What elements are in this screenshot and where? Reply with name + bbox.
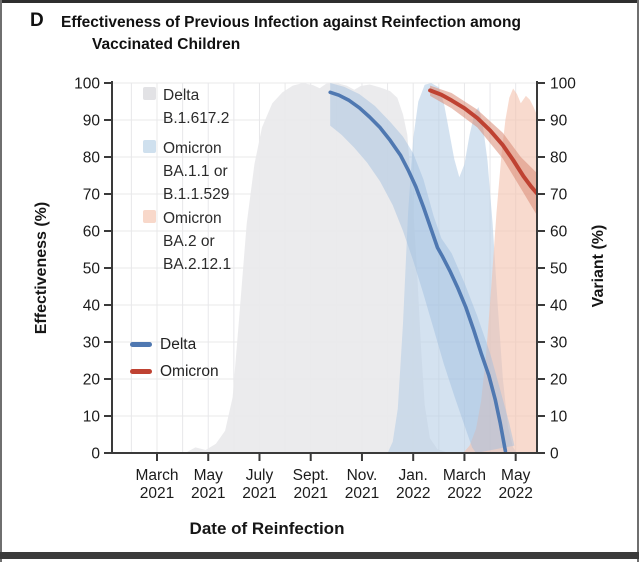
y-tick-label-right: 0	[550, 446, 559, 463]
x-axis-title: Date of Reinfection	[190, 519, 345, 538]
ba2-area-swatch	[143, 210, 156, 223]
legend-label: Delta	[163, 87, 200, 104]
x-tick-label-month: March	[135, 467, 178, 484]
y-tick-label-right: 50	[550, 261, 568, 278]
y-tick-label-right: 30	[550, 335, 568, 352]
omicron-confidence-band	[430, 85, 537, 216]
y-tick-label-right: 70	[550, 187, 568, 204]
x-tick-label-year: 2022	[498, 485, 532, 502]
legend-label: BA.2 or	[163, 233, 215, 250]
x-tick-label-month: Sept.	[293, 467, 329, 484]
y-tick-label-left: 90	[83, 113, 101, 130]
y-tick-label-left: 50	[83, 261, 101, 278]
left-axis-title: Effectiveness (%)	[33, 202, 50, 335]
frame-top-border	[0, 0, 639, 3]
legend-label: BA.2.12.1	[163, 256, 232, 273]
x-tick-label-year: 2022	[396, 485, 430, 502]
frame-bottom-border	[0, 552, 639, 559]
x-tick-label-month: July	[246, 467, 274, 484]
legend-entry-ba1-area: Omicron BA.1.1 or B.1.1.529	[143, 137, 229, 206]
frame-right-border	[637, 0, 639, 562]
legend-label: BA.1.1 or	[163, 163, 228, 180]
frame-left-border	[0, 0, 2, 562]
panel-letter: D	[30, 10, 44, 31]
x-tick-label-year: 2021	[191, 485, 225, 502]
legend-entry-omicron-line: Omicron	[130, 361, 219, 383]
y-tick-label-left: 70	[83, 187, 101, 204]
y-tick-label-right: 40	[550, 298, 568, 315]
x-tick-label-year: 2021	[345, 485, 379, 502]
y-tick-label-left: 80	[83, 150, 101, 167]
effectiveness-series	[328, 83, 537, 453]
x-tick-label-month: May	[501, 467, 531, 484]
y-tick-label-left: 100	[74, 76, 100, 93]
delta-effectiveness-line	[328, 90, 508, 453]
y-tick-label-left: 20	[83, 372, 101, 389]
omicron-effectiveness-line	[428, 88, 537, 196]
y-tick-label-left: 10	[83, 409, 101, 426]
delta-confidence-band	[330, 83, 515, 453]
y-tick-label-left: 40	[83, 298, 101, 315]
legend-entry-delta-line: Delta	[130, 334, 196, 356]
panel-title-line2: Vaccinated Children	[92, 36, 241, 53]
x-tick-label-year: 2021	[140, 485, 174, 502]
y-tick-label-right: 10	[550, 409, 568, 426]
x-tick-label-year: 2021	[242, 485, 276, 502]
axes: 0 0 10 10 20 20 30 30 40 40 50 50 60 60 70 70 80 80 90 90 10…	[74, 76, 576, 503]
legend-label: Delta	[160, 336, 197, 353]
y-tick-label-right: 90	[550, 113, 568, 130]
legend-label: Omicron	[160, 363, 219, 380]
legend-label: Omicron	[163, 140, 222, 157]
variant-prevalence-areas	[185, 83, 537, 453]
x-tick-label-year: 2021	[293, 485, 327, 502]
y-tick-label-left: 0	[91, 446, 100, 463]
delta-area-swatch	[143, 87, 156, 100]
y-tick-label-left: 30	[83, 335, 101, 352]
legend-label: B.1.617.2	[163, 110, 230, 127]
x-tick-label-year: 2022	[447, 485, 481, 502]
legend-label: B.1.1.529	[163, 186, 230, 203]
right-axis-title: Variant (%)	[590, 225, 607, 308]
delta-b16172-prevalence-area	[185, 83, 450, 453]
y-tick-label-right: 60	[550, 224, 568, 241]
y-tick-label-right: 80	[550, 150, 568, 167]
y-tick-label-left: 60	[83, 224, 101, 241]
panel-title-line1: Effectiveness of Previous Infection agai…	[61, 14, 521, 31]
x-tick-label-month: Nov.	[347, 467, 378, 484]
legend-entry-delta-area: Delta B.1.617.2	[143, 84, 229, 130]
x-tick-label-month: Jan.	[399, 467, 428, 484]
ba1-area-swatch	[143, 140, 156, 153]
delta-line-swatch	[130, 342, 152, 347]
x-tick-label-month: March	[443, 467, 486, 484]
y-tick-label-right: 100	[550, 76, 576, 93]
legend-label: Omicron	[163, 210, 222, 227]
x-tick-label-month: May	[194, 467, 224, 484]
y-tick-label-right: 20	[550, 372, 568, 389]
omicron-line-swatch	[130, 369, 152, 374]
legend-entry-ba2-area: Omicron BA.2 or BA.2.12.1	[143, 207, 231, 276]
